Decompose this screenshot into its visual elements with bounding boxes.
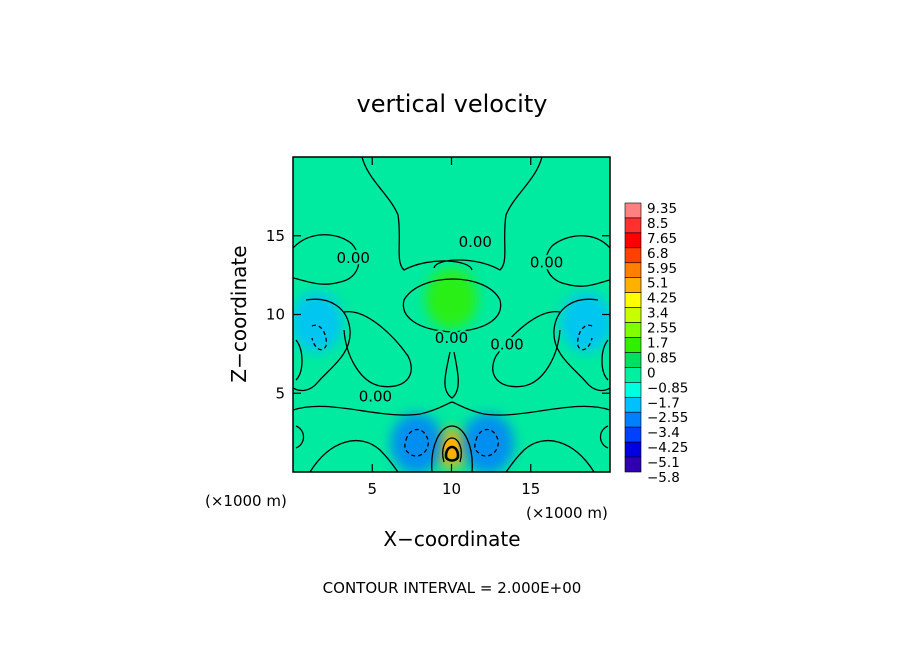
contour-label: 0.00 xyxy=(337,249,370,267)
colorbar-swatch xyxy=(624,352,642,368)
contour-line xyxy=(311,324,327,351)
colorbar-label: 1.7 xyxy=(647,336,668,352)
updraft-core-fill xyxy=(444,439,459,458)
colorbar-label: −4.25 xyxy=(647,440,688,456)
colorbar-swatch xyxy=(624,426,642,443)
colorbar: 9.358.57.656.85.955.14.253.42.551.70.850… xyxy=(624,201,688,486)
colorbar-swatch xyxy=(624,217,642,234)
colorbar-label: 8.5 xyxy=(647,216,668,232)
field-feature xyxy=(560,292,610,353)
contour-line xyxy=(599,425,609,449)
contour-label: 0.00 xyxy=(435,329,468,347)
colorbar-label: 0 xyxy=(647,365,656,381)
colorbar-swatch xyxy=(624,441,642,458)
contour-label: 0.00 xyxy=(490,335,523,353)
colorbar-label: −0.85 xyxy=(647,380,688,396)
x-tick-label: 5 xyxy=(367,480,377,498)
contour-label: 0.00 xyxy=(459,233,492,251)
contour-label: 0.00 xyxy=(359,387,392,405)
colorbar-swatch xyxy=(624,456,642,473)
colorbar-label: 7.65 xyxy=(647,231,677,247)
contour-line xyxy=(295,425,305,449)
colorbar-swatch xyxy=(624,292,642,308)
z-axis-label: Z−coordinate xyxy=(227,245,251,382)
contour-labels: 0.00 0.00 0.00 0.00 0.00 0.00 xyxy=(335,231,566,407)
x-tick-label: 15 xyxy=(521,480,540,498)
y-tick-label: 15 xyxy=(266,227,285,245)
colorbar-swatch xyxy=(624,307,642,323)
colorbar-swatch xyxy=(624,202,642,219)
colorbar-swatch xyxy=(624,247,642,264)
contour-lines xyxy=(293,157,610,472)
colorbar-label: −3.4 xyxy=(647,425,680,441)
contour-line xyxy=(309,440,399,472)
colorbar-label: 9.35 xyxy=(647,201,677,217)
z-unit-label: (×1000 m) xyxy=(205,492,287,510)
colorbar-swatch xyxy=(624,322,642,338)
colorbar-swatch xyxy=(624,411,642,428)
contour-interval-note: CONTOUR INTERVAL = 2.000E+00 xyxy=(323,579,582,597)
colorbar-swatch xyxy=(624,232,642,249)
contour-line xyxy=(474,428,499,457)
colorbar-label: −5.8 xyxy=(647,470,680,486)
contour-line xyxy=(404,428,429,457)
colorbar-label: 2.55 xyxy=(647,321,677,337)
contour-label: 0.00 xyxy=(530,254,563,272)
contour-line xyxy=(492,311,561,388)
colorbar-swatch xyxy=(624,367,642,383)
colorbar-swatch xyxy=(624,396,642,413)
field-feature xyxy=(461,413,514,472)
field-feature xyxy=(390,413,443,472)
chart-title: vertical velocity xyxy=(357,90,548,118)
contour-line xyxy=(444,445,460,462)
contour-line xyxy=(553,298,610,392)
field-feature xyxy=(293,292,343,353)
contour-line xyxy=(402,278,502,333)
contour-line xyxy=(293,298,351,392)
contour-line xyxy=(505,440,595,472)
contour-line xyxy=(343,311,412,388)
colorbar-label: 5.1 xyxy=(647,276,668,292)
contour-line xyxy=(577,324,593,351)
x-axis-label: X−coordinate xyxy=(383,527,520,551)
contour-line xyxy=(545,235,610,287)
contour-line xyxy=(293,401,610,416)
y-tick-label: 5 xyxy=(275,384,285,402)
velocity-field xyxy=(293,268,610,472)
colorbar-swatch xyxy=(624,382,642,398)
contour-line xyxy=(293,234,360,285)
contour-line xyxy=(433,157,543,271)
contour-line xyxy=(444,351,459,399)
colorbar-label: 0.85 xyxy=(647,350,677,366)
y-tick-label: 10 xyxy=(266,306,285,324)
colorbar-label: −2.55 xyxy=(647,410,688,426)
colorbar-label: −1.7 xyxy=(647,395,680,411)
axis-ticks: 5 10 15 5 10 15 xyxy=(266,157,610,498)
x-unit-label: (×1000 m) xyxy=(526,504,608,522)
colorbar-label: 5.95 xyxy=(647,261,677,277)
colorbar-label: −5.1 xyxy=(647,455,680,471)
contour-line xyxy=(295,339,303,381)
field-feature xyxy=(425,268,478,329)
colorbar-swatch xyxy=(624,262,642,279)
colorbar-swatch xyxy=(624,337,642,353)
colorbar-swatch xyxy=(624,277,642,293)
contour-line xyxy=(431,425,473,472)
contour-line xyxy=(442,437,462,463)
contour-line xyxy=(601,339,609,381)
x-tick-label: 10 xyxy=(442,480,461,498)
colorbar-label: 4.25 xyxy=(647,291,677,307)
colorbar-label: 6.8 xyxy=(647,246,668,262)
colorbar-label: 3.4 xyxy=(647,306,668,322)
